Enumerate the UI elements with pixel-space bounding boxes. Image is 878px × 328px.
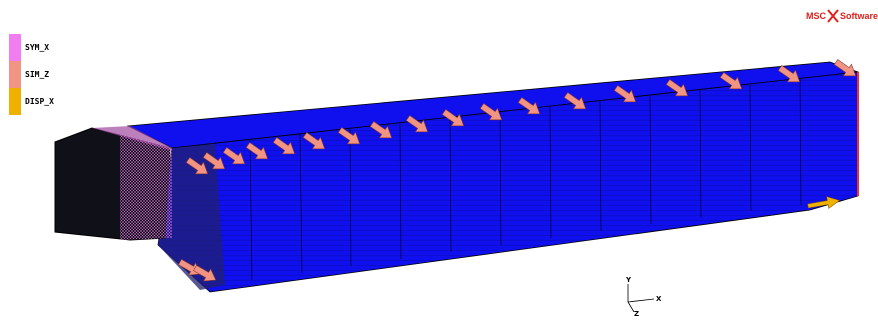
axis-y-label: Y <box>626 276 632 284</box>
legend-item-sym-x[interactable]: SYM_X <box>9 34 71 61</box>
legend-label: DISP_X <box>25 97 54 106</box>
axis-x-label: X <box>656 295 662 303</box>
axis-triad-icon <box>627 284 655 313</box>
load-bc-legend: SYM_X SIM_Z DISP_X <box>9 34 71 115</box>
symmetry-region[interactable] <box>120 135 172 240</box>
legend-swatch <box>9 88 21 115</box>
legend-item-sim-z[interactable]: SIM_Z <box>9 61 71 88</box>
msc-software-logo: MSC Software <box>806 9 878 23</box>
logo-text-right: Software <box>839 11 878 21</box>
legend-swatch <box>9 34 21 61</box>
legend-label: SYM_X <box>25 43 50 52</box>
axis-triad: Y X Z <box>612 272 672 322</box>
legend-item-disp-x[interactable]: DISP_X <box>9 88 71 115</box>
logo-text-left: MSC <box>805 11 826 21</box>
pressure-load-arrows[interactable] <box>177 56 860 286</box>
legend-label: SIM_Z <box>25 70 50 79</box>
legend-swatch <box>9 61 21 88</box>
logo-x-icon <box>827 9 839 23</box>
displacement-arrow[interactable] <box>807 195 841 212</box>
axis-z-label: Z <box>634 310 640 318</box>
mesh-grid-lines <box>249 78 802 281</box>
